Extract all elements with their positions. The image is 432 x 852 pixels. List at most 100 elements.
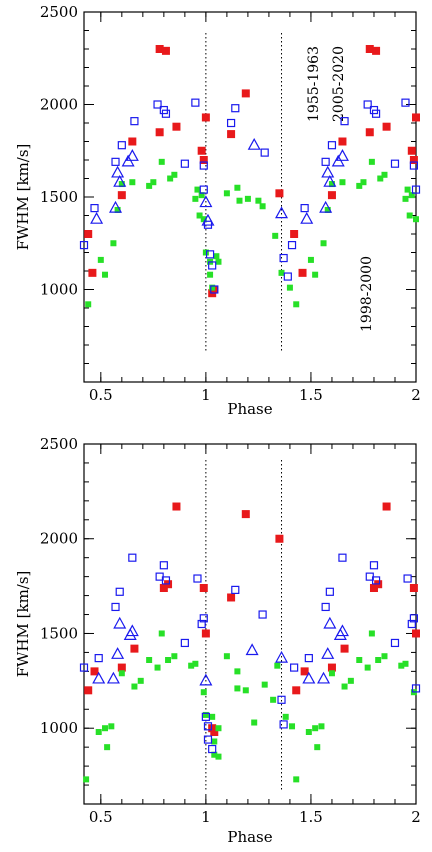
data-point-green: [293, 301, 300, 308]
data-point-red: [172, 502, 181, 511]
data-point-green: [194, 186, 201, 193]
data-point-green: [146, 657, 153, 663]
data-point-blue-square: [197, 619, 206, 629]
data-point-green: [234, 668, 241, 675]
data-point-red: [88, 268, 97, 277]
data-point-red: [199, 584, 208, 592]
data-point-green: [402, 660, 409, 667]
data-point-blue-triangle: [321, 165, 335, 178]
data-point-blue-square: [111, 602, 120, 612]
data-point-red: [275, 534, 284, 543]
data-point-blue-square: [94, 654, 103, 663]
data-point-green: [320, 240, 327, 247]
x-tick-label: 2: [411, 808, 421, 826]
data-point-green: [167, 175, 174, 182]
data-point-green: [312, 271, 319, 278]
data-point-green: [402, 195, 409, 202]
epoch-annotation: 2005-2020: [331, 46, 347, 122]
data-point-red: [369, 584, 378, 592]
data-point-green: [97, 256, 104, 263]
x-tick-label: 2: [411, 386, 421, 404]
data-point-green: [282, 713, 289, 720]
data-point-blue-square: [260, 148, 269, 157]
data-point-blue-square: [79, 663, 89, 672]
data-point-green: [251, 719, 258, 726]
data-point-blue-triangle: [125, 624, 139, 637]
data-point-green: [131, 683, 138, 690]
data-point-green: [274, 662, 281, 669]
data-point-blue-triangle: [323, 616, 337, 629]
data-point-blue-triangle: [90, 211, 104, 224]
data-point-green: [242, 687, 249, 694]
data-point-blue-triangle: [335, 149, 349, 161]
data-point-red: [290, 230, 299, 238]
data-point-red: [407, 146, 416, 155]
data-point-green: [102, 271, 109, 278]
data-point-blue-square: [338, 553, 347, 562]
data-point-green: [200, 216, 207, 223]
y-tick-label: 2500: [40, 435, 78, 453]
data-point-blue-triangle: [317, 671, 331, 684]
data-point-blue-square: [210, 285, 219, 294]
data-point-blue-square: [390, 159, 400, 168]
data-point-green: [207, 271, 214, 278]
x-tick-label: 0.5: [89, 808, 113, 826]
data-point-green: [364, 664, 371, 671]
data-point-blue-square: [159, 561, 168, 570]
data-point-green: [211, 738, 218, 745]
data-point-blue-square: [363, 100, 372, 109]
data-point-red: [227, 593, 236, 602]
data-point-red: [90, 667, 99, 676]
y-axis-label: FWHM [km/s]: [14, 571, 32, 678]
data-point-red: [241, 89, 250, 98]
data-point-green: [85, 301, 92, 308]
data-point-green: [158, 630, 165, 637]
data-point-green: [259, 203, 266, 210]
data-point-green: [150, 179, 157, 186]
data-point-green: [215, 753, 222, 760]
data-point-blue-square: [407, 619, 416, 629]
data-point-green: [196, 212, 203, 219]
data-point-blue-square: [287, 241, 297, 250]
data-point-blue-square: [403, 574, 412, 583]
data-point-green: [289, 723, 296, 730]
data-point-green: [270, 696, 277, 703]
data-point-green: [272, 232, 279, 239]
data-point-green: [356, 657, 363, 663]
data-point-blue-triangle: [123, 628, 137, 640]
data-point-blue-square: [300, 204, 309, 213]
data-point-blue-triangle: [335, 624, 349, 637]
data-point-blue-square: [340, 117, 349, 126]
data-point-blue-square: [130, 117, 139, 126]
data-point-green: [110, 240, 117, 247]
data-point-red: [159, 584, 168, 592]
data-point-red: [84, 230, 93, 238]
data-point-blue-triangle: [199, 195, 213, 208]
x-axis-label: Phase: [227, 400, 272, 418]
data-point-green: [328, 670, 335, 677]
data-point-green: [261, 681, 268, 688]
data-point-green: [202, 711, 209, 718]
x-tick-label: 1: [201, 386, 211, 404]
data-point-red: [227, 130, 236, 139]
data-point-green: [200, 689, 207, 696]
data-point-blue-square: [193, 574, 202, 583]
data-point-blue-square: [153, 100, 162, 109]
data-point-green: [234, 184, 241, 191]
data-point-green: [118, 181, 125, 188]
data-point-blue-triangle: [333, 628, 347, 640]
data-point-red: [327, 191, 336, 200]
data-point-blue-square: [321, 157, 330, 166]
data-point-green: [215, 725, 222, 732]
data-point-green: [408, 192, 415, 199]
data-point-blue-square: [279, 720, 288, 729]
data-point-blue-square: [128, 553, 137, 562]
data-point-red: [338, 137, 347, 146]
data-point-blue-square: [115, 587, 124, 596]
data-point-blue-square: [231, 585, 240, 594]
data-point-green: [198, 192, 205, 199]
data-point-red: [300, 667, 309, 676]
data-point-blue-square: [117, 141, 126, 150]
data-point-red: [172, 122, 181, 131]
